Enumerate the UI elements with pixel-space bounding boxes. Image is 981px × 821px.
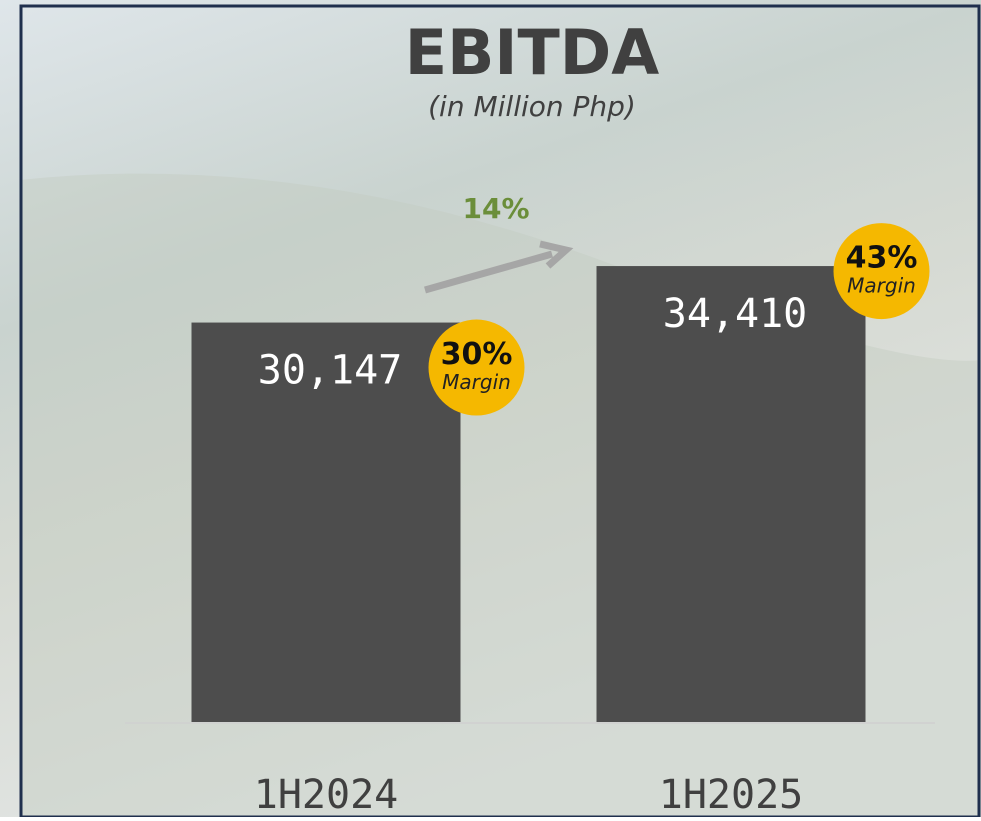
growth-label: 14% [462,192,529,225]
chart-title: EBITDA [405,16,659,89]
x-tick-label: 1H2024 [254,772,399,817]
chart: EBITDA (in Million Php) 1H202430,14730%M… [0,0,981,817]
page: {"chart_data": {"type": "bar", "title": … [0,0,981,817]
margin-label: Margin [847,274,916,298]
x-tick-label: 1H2025 [659,772,804,817]
margin-value: 30% [441,337,513,372]
chart-subtitle: (in Million Php) [428,90,636,123]
margin-value: 43% [846,241,918,276]
value-label: 30,147 [258,348,403,394]
value-label: 34,410 [663,291,808,337]
margin-label: Margin [442,370,511,394]
